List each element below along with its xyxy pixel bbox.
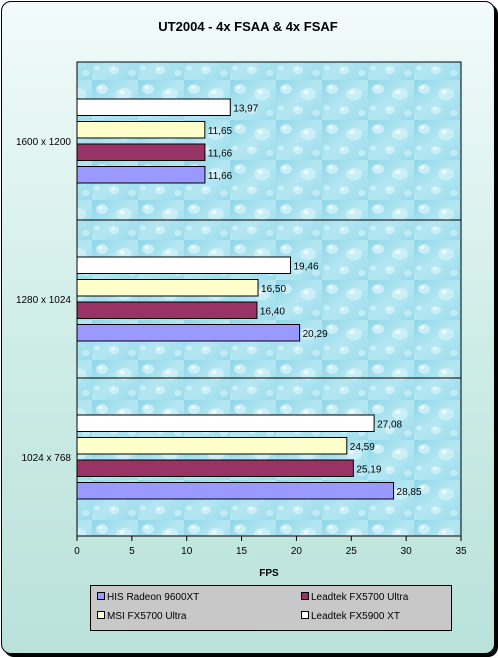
chart-title: UT2004 - 4x FSAA & 4x FSAF bbox=[158, 19, 338, 34]
bar bbox=[76, 414, 375, 432]
category-label: 1600 x 1200 bbox=[16, 137, 71, 148]
legend-label: HIS Radeon 9600XT bbox=[107, 592, 200, 603]
category-label: 1280 x 1024 bbox=[16, 295, 71, 306]
data-label: 24,59 bbox=[350, 442, 375, 453]
data-label: 11,66 bbox=[208, 171, 233, 182]
x-tick-label: 10 bbox=[181, 546, 193, 557]
legend-label: MSI FX5700 Ultra bbox=[107, 611, 187, 622]
legend-label: Leadtek FX5700 Ultra bbox=[311, 592, 409, 603]
legend-item-msi-fx5700-ultra: MSI FX5700 Ultra bbox=[97, 611, 186, 622]
data-label: 27,08 bbox=[377, 419, 402, 430]
data-label: 13,97 bbox=[233, 103, 258, 114]
bar bbox=[76, 98, 231, 116]
legend-item-leadtek-fx5700-ultra: Leadtek FX5700 Ultra bbox=[301, 592, 408, 603]
bar bbox=[76, 482, 395, 500]
data-label: 20,29 bbox=[303, 329, 328, 340]
bar bbox=[76, 324, 301, 342]
legend-swatch bbox=[97, 592, 105, 601]
bar bbox=[76, 459, 354, 477]
x-tick-label: 35 bbox=[455, 546, 467, 557]
x-tick-label: 30 bbox=[401, 546, 413, 557]
data-label: 11,66 bbox=[208, 148, 233, 159]
bar bbox=[76, 437, 348, 455]
data-label: 16,50 bbox=[261, 284, 286, 295]
data-label: 16,40 bbox=[260, 306, 285, 317]
plot-area bbox=[76, 61, 462, 537]
legend-item-his-radeon-9600xt: HIS Radeon 9600XT bbox=[97, 592, 199, 603]
bar bbox=[76, 143, 206, 161]
chart-legend: HIS Radeon 9600XT Leadtek FX5700 Ultra M… bbox=[90, 585, 452, 631]
legend-swatch bbox=[301, 592, 309, 601]
x-tick-label: 20 bbox=[291, 546, 303, 557]
data-label: 11,65 bbox=[208, 126, 233, 137]
bar bbox=[76, 166, 206, 184]
legend-item-leadtek-fx5900-xt: Leadtek FX5900 XT bbox=[301, 611, 400, 622]
data-label: 19,46 bbox=[294, 261, 319, 272]
category-label: 1024 x 768 bbox=[22, 453, 72, 464]
legend-swatch bbox=[97, 611, 105, 620]
bar bbox=[76, 256, 292, 274]
x-tick-label: 15 bbox=[236, 546, 248, 557]
data-label: 25,19 bbox=[356, 464, 381, 475]
x-tick-label: 0 bbox=[74, 546, 80, 557]
x-axis-title: FPS bbox=[259, 568, 279, 579]
bar bbox=[76, 301, 258, 319]
data-label: 28,85 bbox=[397, 487, 422, 498]
legend-label: Leadtek FX5900 XT bbox=[311, 611, 400, 622]
legend-swatch bbox=[301, 611, 309, 620]
bar bbox=[76, 121, 206, 139]
x-tick-label: 25 bbox=[346, 546, 358, 557]
x-tick-label: 5 bbox=[129, 546, 135, 557]
bar bbox=[76, 279, 259, 297]
